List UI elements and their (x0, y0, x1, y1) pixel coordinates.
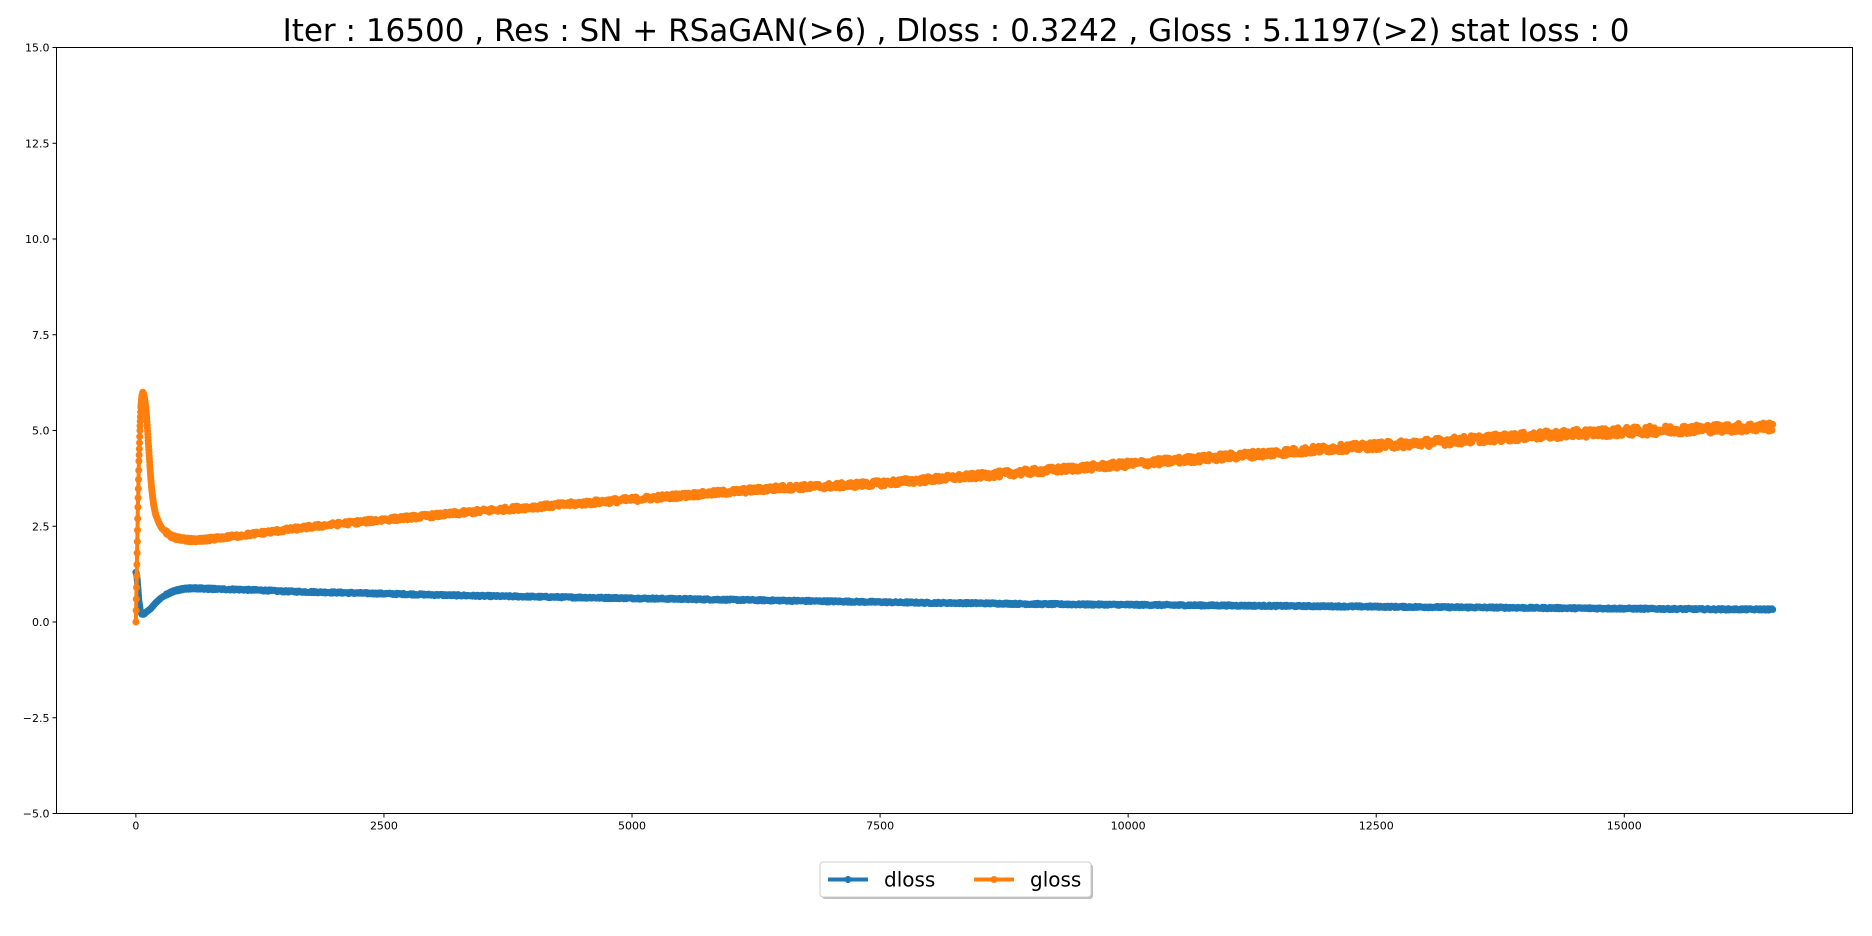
series-layer (132, 388, 1777, 626)
x-tick-label: 2500 (370, 820, 398, 833)
y-tick-label: 2.5 (32, 520, 50, 533)
legend-marker-gloss (990, 876, 998, 883)
y-tick-label: 7.5 (32, 329, 50, 342)
x-tick-label: 12500 (1359, 820, 1394, 833)
y-tick-label: 12.5 (25, 137, 50, 150)
legend-box (819, 861, 1092, 898)
series-gloss (132, 388, 1777, 626)
x-tick-label: 10000 (1111, 820, 1146, 833)
series-markers-dloss (132, 568, 1777, 618)
y-tick-label: 0.0 (32, 616, 50, 629)
x-axis: 0 2500 5000 7500 10000 12500 15000 (132, 813, 1642, 833)
legend-marker-dloss (844, 876, 852, 883)
chart-title: Iter : 16500 , Res : SN + RSaGAN(>6) , D… (283, 13, 1630, 49)
legend-label-gloss: gloss (1030, 868, 1081, 892)
y-tick-label: −5.0 (23, 808, 50, 821)
y-axis: −5.0 −2.5 0.0 2.5 5.0 7.5 10.0 12.5 15.0 (23, 42, 57, 821)
x-tick-label: 5000 (618, 820, 646, 833)
series-dloss (132, 568, 1777, 618)
legend: dloss gloss (819, 861, 1093, 899)
x-tick-label: 0 (132, 820, 139, 833)
x-tick-label: 15000 (1607, 820, 1642, 833)
series-line-gloss (133, 390, 1775, 623)
y-tick-label: 5.0 (32, 425, 50, 438)
y-tick-label: −2.5 (23, 712, 50, 725)
series-markers-gloss (132, 388, 1777, 626)
y-tick-label: 15.0 (25, 42, 50, 55)
legend-label-dloss: dloss (884, 868, 935, 892)
x-tick-label: 7500 (866, 820, 894, 833)
y-tick-label: 10.0 (25, 233, 50, 246)
